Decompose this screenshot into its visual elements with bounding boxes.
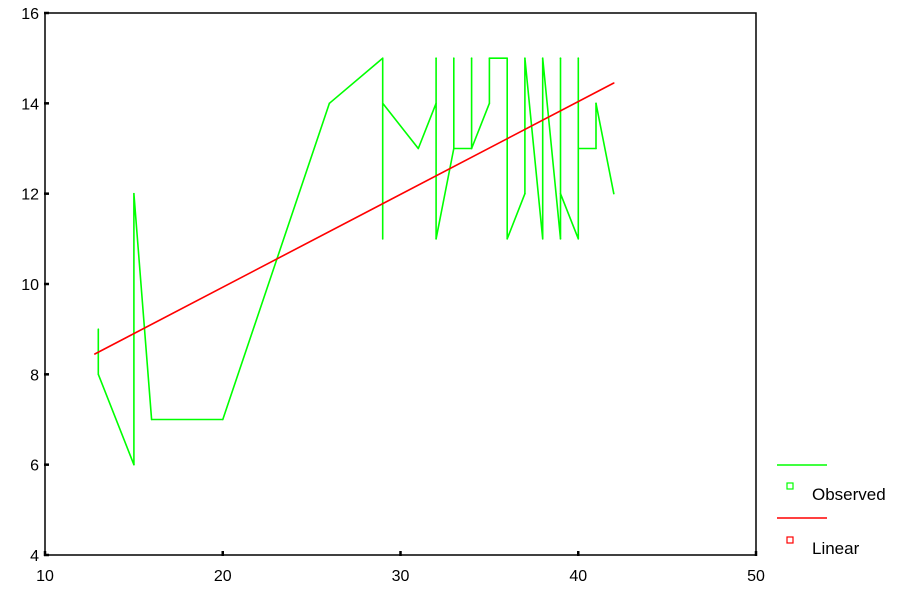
y-tick-label: 6 — [30, 458, 39, 475]
data-point-observed — [577, 57, 580, 59]
data-point-observed — [381, 102, 384, 105]
data-point-observed — [541, 57, 544, 59]
legend: Observed Linear — [777, 464, 886, 558]
data-point-observed — [541, 238, 544, 240]
data-point-observed — [559, 57, 562, 59]
data-point-observed — [470, 147, 473, 150]
data-point-observed — [595, 102, 597, 105]
data-point-observed — [488, 57, 491, 59]
series-line-observed — [97, 57, 615, 466]
x-tick-label: 10 — [36, 568, 54, 585]
data-point-observed — [470, 57, 473, 59]
data-point-observed — [506, 57, 508, 59]
data-point-observed — [381, 238, 384, 240]
data-point-observed — [559, 192, 562, 195]
data-point-observed — [453, 147, 455, 150]
legend-observed-label: Observed — [812, 485, 886, 504]
y-tick-label: 16 — [21, 6, 39, 23]
data-point-observed — [577, 147, 580, 150]
data-point-observed — [97, 373, 100, 376]
x-tick-label: 30 — [392, 568, 410, 585]
data-point-observed — [221, 418, 224, 421]
data-point-observed — [577, 238, 580, 240]
data-point-observed — [435, 57, 437, 59]
legend-linear-label: Linear — [812, 539, 860, 558]
y-tick-label: 4 — [30, 548, 39, 565]
plot-frame — [44, 12, 757, 556]
data-point-observed — [133, 463, 135, 466]
plot-area — [93, 57, 615, 466]
data-point-observed — [595, 147, 597, 150]
y-tick-label: 12 — [21, 187, 39, 204]
data-point-observed — [453, 57, 455, 59]
x-axis-ticks: 10 20 30 40 50 — [36, 551, 765, 585]
data-point-observed — [506, 238, 508, 240]
data-point-observed — [559, 238, 562, 240]
y-axis-ticks: 4 6 8 10 12 14 16 — [21, 6, 49, 565]
series-line-linear — [94, 82, 615, 355]
x-tick-label: 20 — [214, 568, 232, 585]
data-point-observed — [435, 102, 437, 105]
data-point-observed — [524, 192, 526, 195]
data-point-observed — [328, 102, 331, 105]
legend-linear-marker — [786, 536, 794, 544]
y-tick-label: 14 — [21, 96, 39, 113]
x-tick-label: 50 — [747, 568, 765, 585]
data-point-linear — [93, 353, 96, 355]
y-tick-label: 8 — [30, 367, 39, 384]
data-point-observed — [97, 328, 100, 330]
data-point-observed — [524, 57, 526, 59]
data-point-observed — [417, 147, 420, 150]
data-point-observed — [150, 418, 153, 421]
y-tick-label: 10 — [21, 277, 39, 294]
data-point-observed — [435, 238, 437, 240]
data-point-observed — [488, 102, 491, 105]
x-tick-label: 40 — [569, 568, 587, 585]
data-point-linear — [613, 82, 615, 84]
data-point-observed — [613, 192, 615, 195]
data-point-observed — [381, 57, 384, 59]
data-point-observed — [133, 192, 135, 195]
legend-observed-marker — [786, 482, 794, 490]
